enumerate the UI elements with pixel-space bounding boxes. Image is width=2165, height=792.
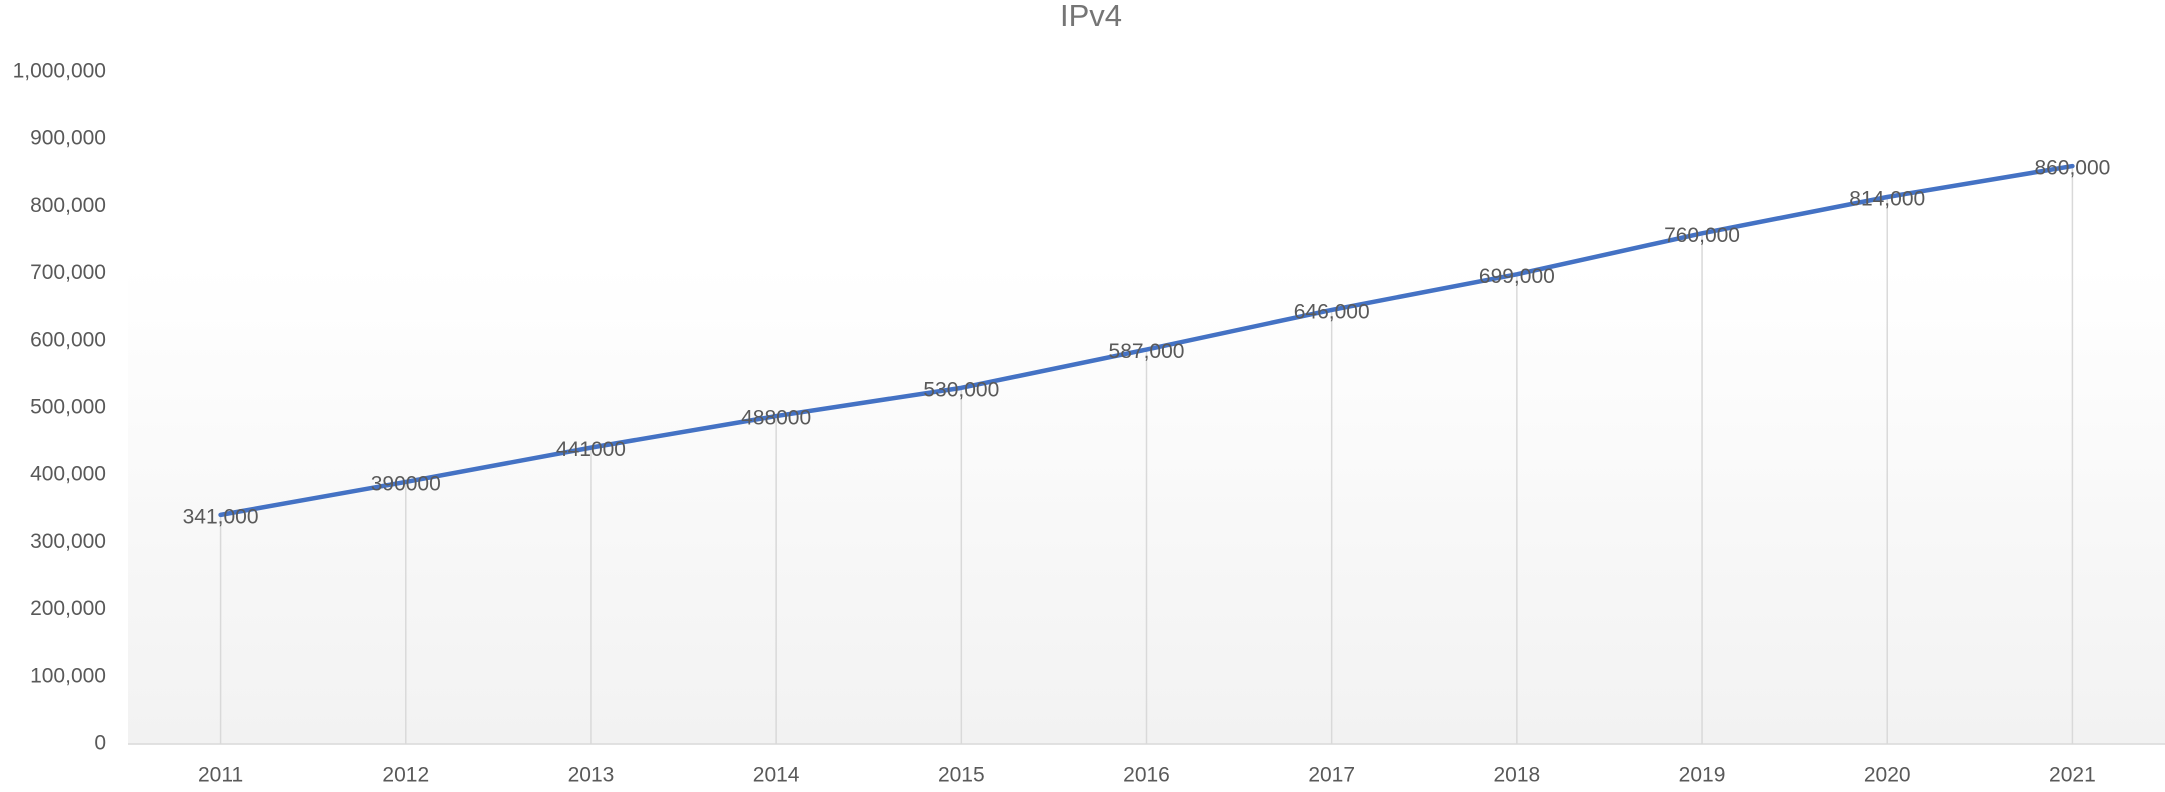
y-tick-label: 100,000 xyxy=(30,664,106,687)
data-label: 860,000 xyxy=(2034,157,2110,180)
x-tick-label: 2012 xyxy=(382,764,429,787)
y-tick-label: 500,000 xyxy=(30,396,106,419)
y-tick-label: 400,000 xyxy=(30,463,106,486)
y-tick-label: 600,000 xyxy=(30,328,106,351)
series-line xyxy=(218,163,2075,518)
x-tick-label: 2015 xyxy=(938,764,985,787)
y-tick-label: 800,000 xyxy=(30,194,106,217)
x-tick-label: 2013 xyxy=(568,764,615,787)
y-tick-label: 1,000,000 xyxy=(13,60,106,83)
y-tick-label: 200,000 xyxy=(30,597,106,620)
x-tick-label: 2020 xyxy=(1864,764,1911,787)
y-tick-label: 0 xyxy=(94,732,106,755)
y-tick-label: 900,000 xyxy=(30,127,106,150)
chart-title: IPv4 xyxy=(1060,0,1122,33)
x-tick-label: 2021 xyxy=(2049,764,2096,787)
data-label: 587,000 xyxy=(1109,340,1185,363)
data-label: 646,000 xyxy=(1294,300,1370,323)
x-tick-label: 2019 xyxy=(1679,764,1726,787)
y-tick-label: 300,000 xyxy=(30,530,106,553)
data-label: 814,000 xyxy=(1849,188,1925,211)
x-tick-label: 2011 xyxy=(198,764,243,787)
data-label: 341,000 xyxy=(183,505,259,528)
data-label: 760,000 xyxy=(1664,224,1740,247)
data-label: 390000 xyxy=(371,472,441,495)
data-label: 488000 xyxy=(741,407,811,430)
x-tick-label: 2018 xyxy=(1494,764,1541,787)
x-tick-label: 2017 xyxy=(1308,764,1355,787)
x-tick-label: 2016 xyxy=(1123,764,1170,787)
x-tick-label: 2014 xyxy=(753,764,800,787)
y-tick-label: 700,000 xyxy=(30,261,106,284)
data-label: 699,000 xyxy=(1479,265,1555,288)
data-label: 530,000 xyxy=(923,378,999,401)
data-label: 441000 xyxy=(556,438,626,461)
